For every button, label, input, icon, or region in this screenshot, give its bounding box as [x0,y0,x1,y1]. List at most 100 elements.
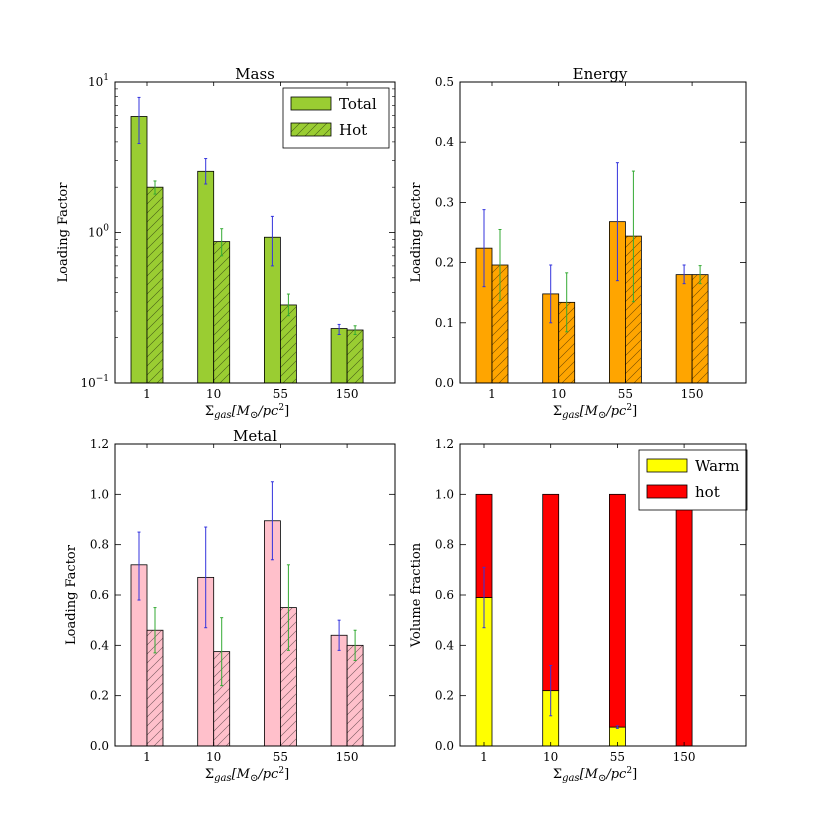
metal-bar-hatch-55 [280,607,297,746]
mass-ytick-label: 10−1 [80,374,109,390]
mass-bar-hatch-1 [147,187,163,383]
volume-xtick-label-150: 150 [673,750,696,764]
energy-ytick-label: 0.1 [435,316,454,330]
metal-xtick-label-150: 150 [336,750,359,764]
volume-ytick-label: 0.8 [435,538,454,552]
metal-bar-hatch-10 [213,651,230,746]
volume-panel: 1 10 55 150 0.0 0.2 0.4 0.6 0.8 1.0 1.2 Volume frac… [409,437,748,784]
mass-errorbar-hot-55 [286,293,290,317]
energy-ytick-label: 0.3 [435,195,454,209]
energy-bar-total-150 [675,274,693,384]
mass-bar-total-10 [197,170,215,384]
mass-xlabel: Σgas[M⊙/pc2] [205,403,289,421]
energy-title: Energy [573,65,628,83]
mass-errorbar-hot-1 [153,180,157,195]
energy-errorbar-hot-150 [698,265,702,285]
mass-errorbar-total-55 [270,215,274,267]
metal-xlabel: Σgas[M⊙/pc2] [205,766,289,784]
metal-axes-frame [114,443,396,747]
volume-ytick-label: 0.2 [435,689,454,703]
energy-ylabel: Loading Factor [409,182,424,283]
mass-panel: Mass 1 10 55 150 10−1 100 101 Loading Factor Σga… [56,65,396,421]
mass-bar-hatch-150 [347,329,364,383]
volume-legend-label-hot: hot [695,483,720,501]
energy-bar-hatch-1 [492,265,508,383]
volume-ytick-label: 0.0 [435,739,454,753]
metal-xtick-label-1: 1 [143,750,151,764]
energy-bar-hatch-10 [558,302,575,383]
mass-bar-hatch-55 [280,304,297,383]
volume-ytick-label: 1.2 [435,437,454,451]
metal-xtick-label-10: 10 [206,750,221,764]
metal-errorbar-hot-10 [220,617,224,687]
metal-ytick-label: 0.6 [90,588,109,602]
volume-xtick-label-55: 55 [610,750,625,764]
metal-ytick-label: 0.4 [90,638,109,652]
metal-ytick-label: 0.8 [90,538,109,552]
volume-legend-swatch-warm [646,458,688,473]
metal-ytick-label: 1.0 [90,487,109,501]
energy-errorbar-hot-55 [631,170,635,303]
metal-errorbar-total-1 [137,531,141,601]
mass-errorbar-hot-10 [220,228,224,257]
mass-errorbar-total-1 [137,96,141,145]
metal-errorbar-total-10 [204,526,208,629]
volume-errorbar-warm-1 [482,566,486,629]
mass-errorbar-hot-150 [353,325,357,336]
energy-panel: Energy 1 10 55 150 0.0 0.1 0.2 0.3 0.4 0.5 Loading… [409,65,747,421]
metal-errorbar-hot-150 [353,629,357,661]
energy-ytick-label: 0.2 [435,256,454,270]
energy-errorbar-hot-1 [498,228,502,302]
energy-errorbar-total-1 [482,209,486,288]
mass-legend-swatch-hatch [291,123,331,136]
energy-xlabel: Σgas[M⊙/pc2] [553,403,637,421]
volume-xlabel: Σgas[M⊙/pc2] [553,766,637,784]
metal-errorbar-total-150 [337,619,341,651]
mass-xtick-label-55: 55 [273,387,288,401]
metal-errorbar-total-55 [270,481,274,561]
volume-ytick-label: 1.0 [435,487,454,501]
mass-legend-label-hot: Hot [339,121,367,139]
metal-bar-hatch-1 [147,630,163,746]
volume-errorbar-warm-10 [549,664,553,717]
volume-ylabel: Volume fraction [409,542,424,648]
energy-ytick-label: 0.5 [435,75,454,89]
mass-bar-total-1 [130,116,148,384]
volume-bar-hot-150 [675,493,693,747]
energy-errorbar-total-55 [615,162,619,282]
mass-bar-hatch-10 [213,241,230,383]
volume-legend-label-warm: Warm [695,457,739,475]
energy-axes-frame [459,81,747,384]
energy-xtick-label-150: 150 [681,387,704,401]
metal-title: Metal [233,427,277,445]
mass-ylabel: Loading Factor [56,182,71,283]
volume-xtick-label-1: 1 [480,750,488,764]
metal-errorbar-hot-55 [286,564,290,651]
energy-xtick-label-1: 1 [488,387,496,401]
mass-xtick-label-1: 1 [143,387,151,401]
metal-bar-total-150 [330,634,348,747]
volume-axes-frame [459,443,747,747]
mass-errorbar-total-10 [204,158,208,185]
energy-ytick-label: 0.0 [435,376,454,390]
volume-bar-hot-10 [542,493,560,692]
volume-xtick-label-10: 10 [543,750,558,764]
energy-xtick-label-55: 55 [618,387,633,401]
energy-errorbar-hot-10 [565,272,569,333]
energy-bar-hatch-150 [692,274,709,383]
volume-legend: Warm hot [638,449,748,511]
metal-ytick-label: 0.2 [90,689,109,703]
metal-panel: Metal 1 10 55 150 0.0 0.2 0.4 0.6 0.8 1.0 1.2 Loadi… [64,427,396,784]
energy-xtick-label-10: 10 [551,387,566,401]
metal-ytick-label: 1.2 [90,437,109,451]
metal-ytick-label: 0.0 [90,739,109,753]
energy-errorbar-total-10 [549,264,553,324]
energy-ytick-label: 0.4 [435,135,454,149]
mass-legend: Total Hot [282,87,390,149]
volume-ytick-label: 0.6 [435,588,454,602]
mass-xtick-label-150: 150 [336,387,359,401]
mass-ytick-label: 101 [88,73,109,89]
energy-errorbar-total-150 [682,264,686,285]
mass-legend-label-total: Total [339,95,377,113]
